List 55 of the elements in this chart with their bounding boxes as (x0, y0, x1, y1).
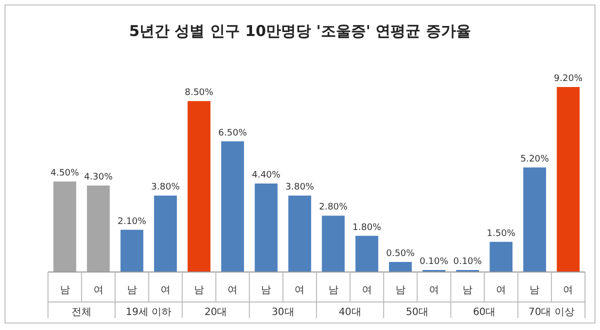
bar (221, 141, 244, 272)
data-label: 9.20% (554, 74, 583, 84)
x-tick-label: 여 (294, 285, 305, 296)
data-label: 2.10% (118, 216, 147, 227)
x-tick-label: 여 (563, 285, 574, 296)
data-label: 8.50% (184, 88, 214, 98)
data-label: 1.50% (486, 228, 516, 239)
bar (388, 262, 412, 272)
bar (154, 196, 177, 272)
x-tick-label: 남 (60, 285, 70, 296)
text: 20대 (204, 307, 228, 318)
x-tick-label: 남 (530, 285, 540, 296)
x-tick-label: 남 (395, 285, 406, 296)
x-tick-label: 여 (362, 285, 372, 296)
data-label: 0.10% (420, 256, 449, 267)
data-label: 3.80% (151, 182, 180, 193)
chart-title: 5년간 성별 인구 10만명당 '조울증' 연평균 증가율 (129, 22, 471, 40)
text: 전체 (72, 307, 92, 318)
bar (556, 87, 580, 272)
data-label: 6.50% (218, 128, 248, 138)
x-tick-label: 여 (93, 285, 104, 296)
bar (355, 236, 378, 272)
x-tick-label: 여 (496, 285, 506, 296)
x-tick-label: 남 (126, 285, 137, 296)
data-label: 5.20% (520, 154, 550, 164)
text: 60대 (472, 307, 496, 318)
bar (86, 186, 110, 272)
x-tick-label: 여 (228, 285, 238, 296)
data-label: 4.40% (252, 170, 281, 181)
data-label: 0.50% (386, 248, 416, 259)
data-label: 4.50% (50, 168, 80, 179)
data-label: 2.80% (318, 202, 348, 213)
x-tick-label: 여 (160, 285, 170, 296)
bar (490, 242, 513, 272)
data-label: 3.80% (285, 182, 314, 193)
text: 19세 이하 (126, 307, 172, 318)
x-tick-label: 남 (462, 285, 473, 296)
data-label: 4.30% (84, 172, 114, 183)
bar (254, 184, 278, 272)
text: 70대 이상 (528, 307, 574, 318)
text: 30대 (272, 307, 294, 318)
bar (523, 167, 546, 272)
bar (53, 182, 76, 272)
x-tick-label: 여 (428, 285, 439, 296)
bar (188, 101, 210, 272)
data-label: 1.80% (352, 222, 382, 233)
text: 40대 (338, 307, 362, 318)
data-label: 0.10% (453, 256, 482, 267)
text: 50대 (406, 307, 429, 318)
x-tick-label: 남 (194, 285, 204, 296)
bar (120, 230, 144, 272)
bar (288, 196, 312, 272)
x-tick-label: 남 (328, 285, 338, 296)
bar (322, 216, 345, 272)
x-tick-label: 남 (261, 285, 272, 296)
